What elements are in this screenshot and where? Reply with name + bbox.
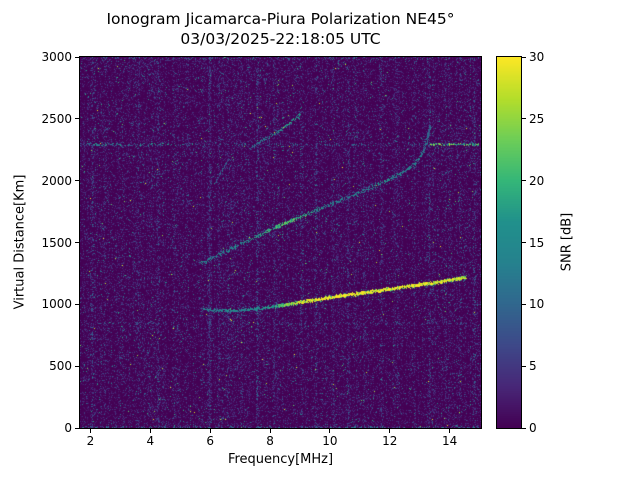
colorbar-canvas xyxy=(497,57,521,428)
x-tick-mark xyxy=(209,429,211,433)
y-tick-label: 1500 xyxy=(41,235,72,250)
y-tick-label: 3000 xyxy=(41,50,72,64)
y-tick-label: 0 xyxy=(64,421,72,435)
colorbar-tick-mark xyxy=(522,427,526,429)
y-tick-label: 1000 xyxy=(41,297,72,312)
y-tick-label: 2000 xyxy=(41,173,72,188)
x-tick-label: 2 xyxy=(86,434,95,448)
x-tick-mark xyxy=(269,429,271,433)
x-tick-label: 10 xyxy=(322,434,338,448)
colorbar xyxy=(496,56,522,429)
colorbar-tick-mark xyxy=(522,56,526,58)
colorbar-tick-label: 0 xyxy=(529,421,537,435)
colorbar-tick-mark xyxy=(522,303,526,305)
y-tick-mark xyxy=(75,303,79,305)
x-tick-mark xyxy=(329,429,331,433)
x-tick-mark xyxy=(89,429,91,433)
x-tick-label: 14 xyxy=(441,434,458,448)
plot-canvas xyxy=(80,57,481,428)
y-tick-mark xyxy=(75,180,79,182)
colorbar-tick-label: 10 xyxy=(529,297,545,312)
y-tick-mark xyxy=(75,365,79,367)
title-line-2: 03/03/2025-22:18:05 UTC xyxy=(180,30,381,49)
y-tick-mark xyxy=(75,56,79,58)
x-tick-label: 12 xyxy=(382,434,398,448)
y-tick-mark xyxy=(75,242,79,243)
x-tick-label: 8 xyxy=(266,434,274,448)
colorbar-tick-label: 20 xyxy=(529,173,545,188)
x-tick-mark xyxy=(149,429,151,433)
x-tick-label: 4 xyxy=(146,434,155,448)
y-tick-label: 2500 xyxy=(41,111,72,126)
colorbar-tick-mark xyxy=(522,180,526,182)
colorbar-tick-mark xyxy=(522,118,526,120)
title-line-1: Ionogram Jicamarca-Piura Polarization NE… xyxy=(106,10,455,28)
colorbar-label: SNR [dB] xyxy=(559,212,575,272)
colorbar-tick-label: 25 xyxy=(529,111,545,126)
x-tick-mark xyxy=(449,429,451,433)
x-tick-mark xyxy=(389,429,391,433)
x-tick-label: 6 xyxy=(206,434,214,448)
x-axis-label: Frequency[MHz] xyxy=(227,452,334,467)
y-tick-mark xyxy=(75,427,79,429)
colorbar-tick-mark xyxy=(522,242,526,243)
colorbar-tick-label: 15 xyxy=(529,235,545,250)
figure-title: Ionogram Jicamarca-Piura Polarization NE… xyxy=(80,9,481,49)
colorbar-tick-mark xyxy=(522,365,526,367)
y-tick-mark xyxy=(75,118,79,120)
y-axis-label: Virtual Distance[Km] xyxy=(12,174,28,310)
colorbar-tick-label: 30 xyxy=(529,50,545,64)
plot-area xyxy=(79,56,482,429)
colorbar-tick-label: 5 xyxy=(529,359,537,374)
y-tick-label: 500 xyxy=(49,359,72,374)
